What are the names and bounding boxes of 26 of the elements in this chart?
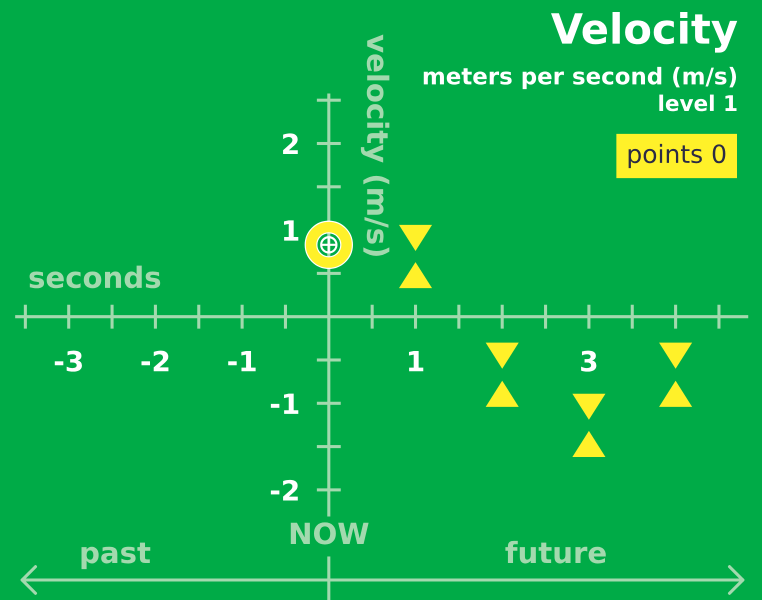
point — [486, 342, 519, 369]
chart-subtitle: meters per second (m/s) — [424, 66, 736, 90]
y-axis-title: velocity (m/s) — [360, 34, 390, 256]
text: past — [82, 542, 150, 570]
y-tick-label: -2 — [270, 480, 298, 500]
x-tick-label: 1 — [408, 351, 424, 372]
point — [398, 224, 432, 251]
point — [659, 342, 692, 369]
y-tick-label: 1 — [284, 220, 298, 241]
text: future — [505, 540, 606, 564]
point — [659, 380, 692, 407]
x-tick-label: 3 — [581, 350, 596, 372]
y-tick-label: 2 — [283, 133, 298, 154]
point — [398, 262, 432, 288]
x-axis-title: seconds — [30, 266, 160, 288]
point — [486, 380, 519, 407]
annotation: points 0 — [628, 144, 726, 168]
text: NOW — [290, 522, 369, 544]
point — [572, 430, 606, 458]
x-tick-label: -2 — [141, 350, 168, 372]
x-tick-label: -1 — [228, 351, 256, 372]
annotation: level 1 — [659, 94, 737, 112]
y-tick-label: -1 — [270, 394, 298, 414]
point — [572, 394, 606, 420]
chart-title: Velocity — [551, 12, 738, 53]
x-tick-label: -3 — [54, 350, 82, 372]
